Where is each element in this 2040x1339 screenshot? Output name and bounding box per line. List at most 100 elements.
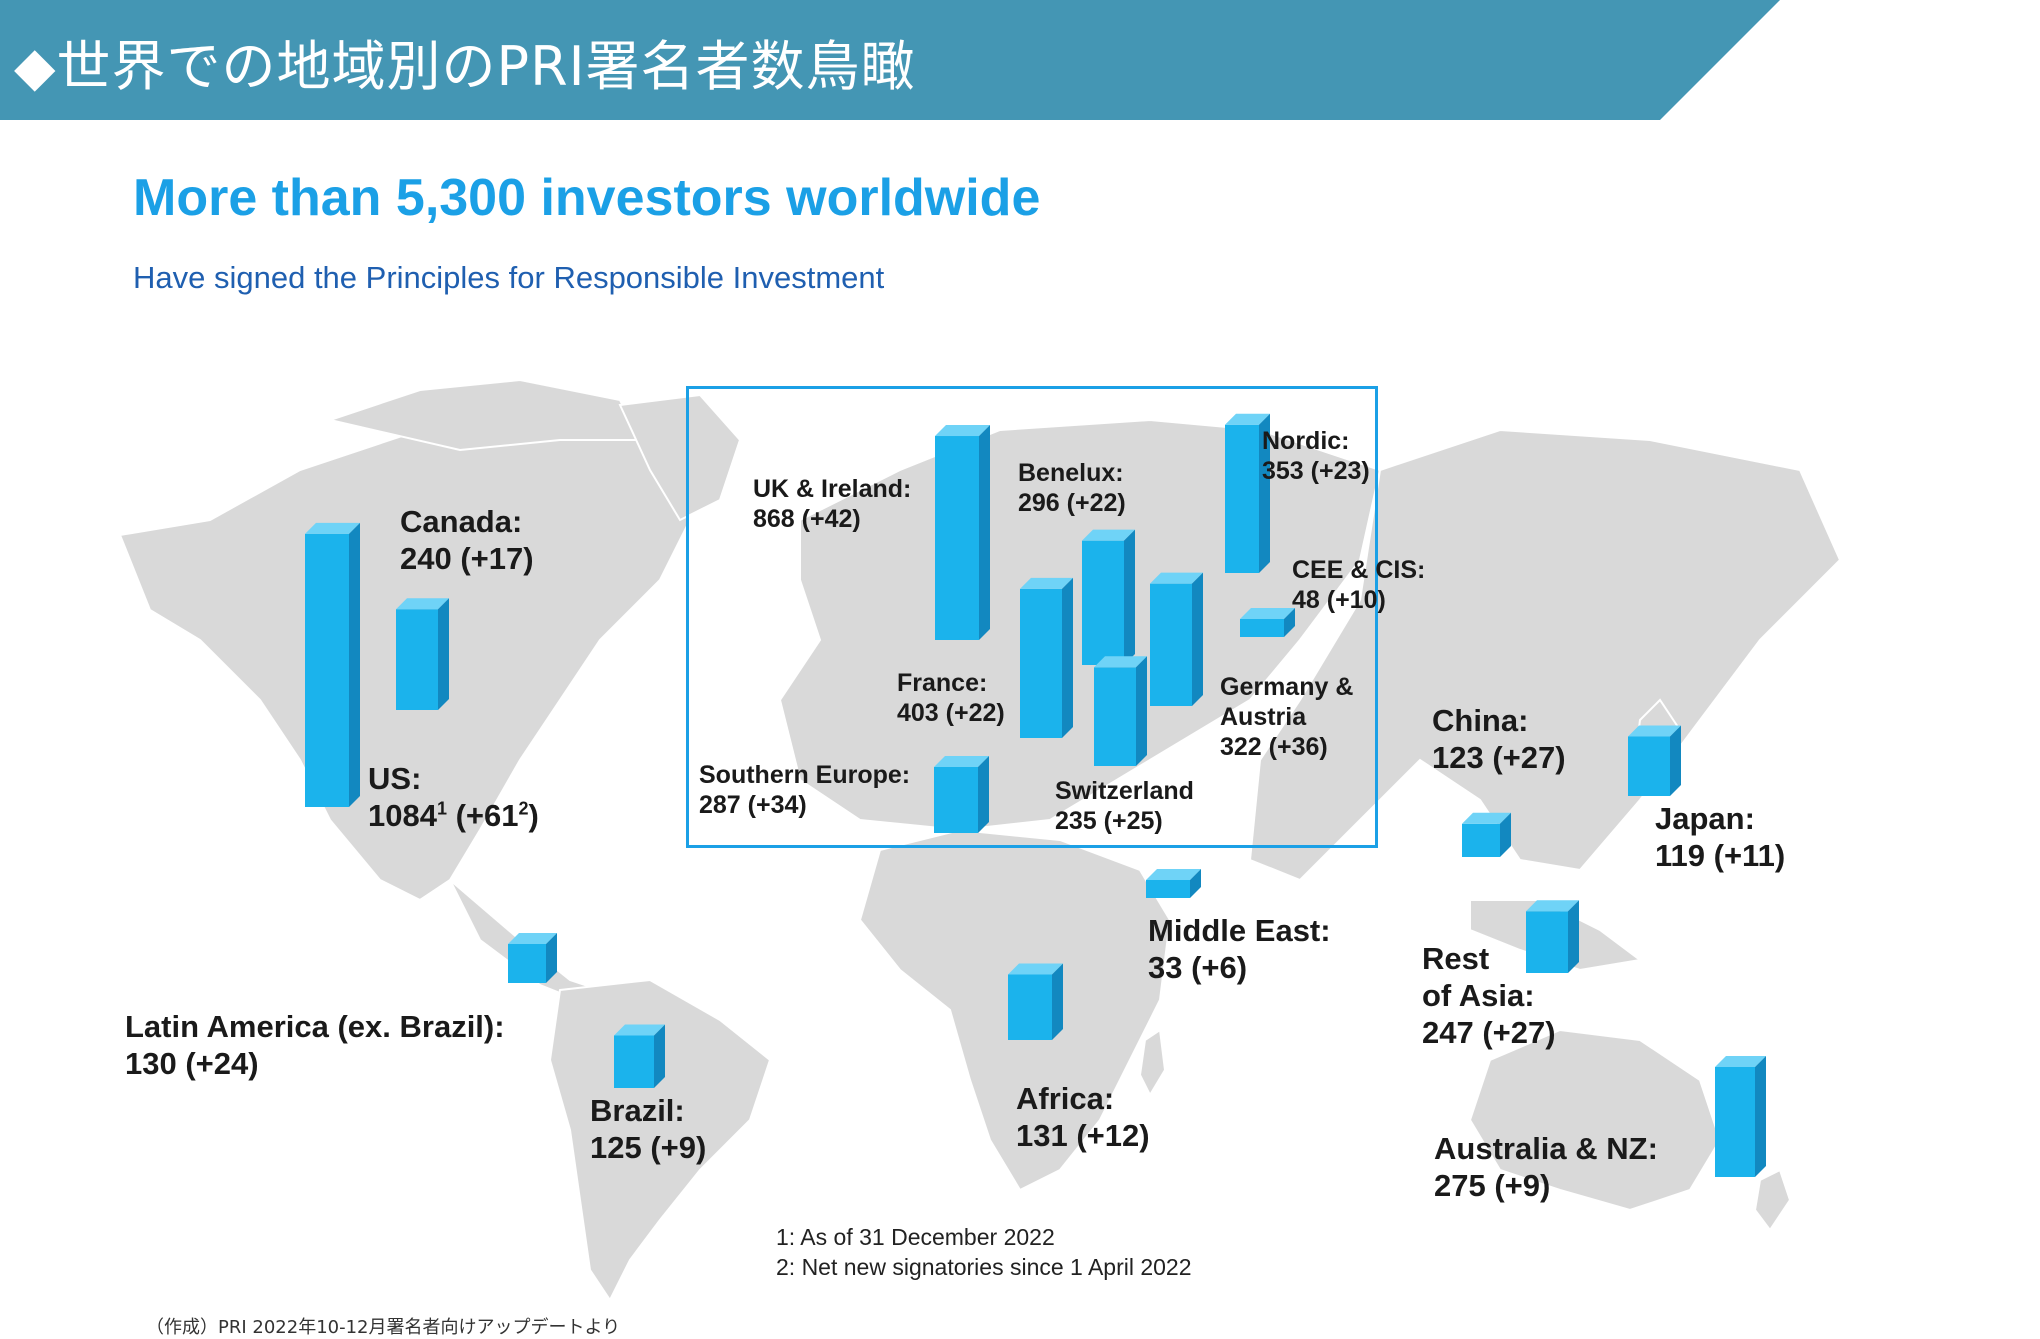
label-us-name: US: bbox=[368, 761, 422, 796]
bar-africa-front bbox=[1008, 974, 1052, 1040]
label-southern-value: 287 (+34) bbox=[699, 791, 807, 819]
bar-us-front bbox=[305, 533, 349, 807]
bar-benelux bbox=[1082, 529, 1135, 665]
bar-brazil-front bbox=[614, 1035, 654, 1088]
bar-france-side bbox=[1062, 577, 1073, 738]
footnote-2: 2: Net new signatories since 1 April 202… bbox=[776, 1254, 1192, 1280]
bar-africa-side bbox=[1052, 963, 1063, 1040]
bar-southern-top bbox=[934, 755, 989, 767]
bar-china bbox=[1462, 812, 1511, 857]
bar-africa bbox=[1008, 963, 1063, 1040]
banner-title: ◆世界での地域別のPRI署名者数鳥瞰 bbox=[14, 35, 916, 98]
label-brazil: Brazil: 125 (+9) bbox=[590, 1092, 706, 1166]
label-france-value: 403 (+22) bbox=[897, 699, 1005, 727]
label-latam-value: 130 (+24) bbox=[125, 1046, 259, 1082]
bar-france-front bbox=[1020, 588, 1062, 738]
label-germany-name-1: Germany & bbox=[1220, 673, 1354, 701]
label-france-name: France: bbox=[897, 669, 988, 697]
label-southern-name: Southern Europe: bbox=[699, 761, 911, 789]
label-benelux-name: Benelux: bbox=[1018, 459, 1124, 487]
label-nordic-value: 353 (+23) bbox=[1262, 457, 1370, 485]
bar-australia bbox=[1715, 1056, 1766, 1177]
label-uk-name: UK & Ireland: bbox=[753, 475, 912, 503]
label-cee-value: 48 (+10) bbox=[1292, 586, 1386, 614]
footnote-ref-1: 1 bbox=[436, 798, 447, 819]
bar-uk-side bbox=[979, 425, 990, 640]
bar-france-top bbox=[1020, 577, 1073, 589]
label-restasia-name-2: of Asia: bbox=[1422, 978, 1535, 1014]
source-note: （作成）PRI 2022年10-12月署名者向けアップデートより bbox=[146, 1317, 621, 1338]
bar-germany-front bbox=[1150, 583, 1192, 706]
bar-us bbox=[305, 522, 360, 807]
title-banner: ◆世界での地域別のPRI署名者数鳥瞰 bbox=[0, 0, 1780, 120]
bar-restasia-side bbox=[1568, 900, 1579, 973]
bar-africa-top bbox=[1008, 963, 1063, 975]
label-germany: Germany & Austria 322 (+36) bbox=[1220, 672, 1353, 762]
bar-japan-front bbox=[1628, 736, 1670, 796]
bar-restasia bbox=[1526, 900, 1579, 973]
bar-australia-top bbox=[1715, 1056, 1766, 1067]
arctic-islands bbox=[326, 378, 642, 452]
bar-middleeast bbox=[1146, 869, 1201, 898]
bar-latam-top bbox=[508, 933, 557, 944]
label-brazil-name: Brazil: bbox=[590, 1093, 685, 1128]
label-latam-name: Latin America (ex. Brazil): bbox=[125, 1009, 505, 1044]
label-uk: UK & Ireland: 868 (+42) bbox=[753, 474, 911, 534]
subheadline: Have signed the Principles for Responsib… bbox=[133, 260, 885, 295]
label-africa-name: Africa: bbox=[1016, 1081, 1115, 1116]
label-restasia-name-1: Rest bbox=[1422, 941, 1490, 976]
label-restasia-value: 247 (+27) bbox=[1422, 1015, 1556, 1051]
bar-latam-side bbox=[546, 933, 557, 983]
label-latam: Latin America (ex. Brazil): 130 (+24) bbox=[125, 1008, 505, 1082]
label-canada: Canada: 240 (+17) bbox=[400, 503, 534, 577]
label-cee: CEE & CIS: 48 (+10) bbox=[1292, 555, 1425, 615]
bar-southern bbox=[934, 755, 989, 833]
label-benelux: Benelux: 296 (+22) bbox=[1018, 458, 1126, 518]
bar-japan-side bbox=[1670, 725, 1681, 796]
label-southern-europe: Southern Europe: 287 (+34) bbox=[699, 760, 910, 820]
bar-germany-top bbox=[1150, 572, 1203, 584]
headline: More than 5,300 investors worldwide bbox=[133, 169, 1041, 227]
south-america-landmass bbox=[548, 978, 772, 1302]
bar-us-top bbox=[305, 522, 360, 534]
bar-china-front bbox=[1462, 823, 1500, 857]
bar-middleeast-side bbox=[1190, 869, 1201, 898]
bar-germany-side bbox=[1192, 572, 1203, 706]
bar-cee-side bbox=[1284, 608, 1295, 637]
label-australia-nz: Australia & NZ: 275 (+9) bbox=[1434, 1130, 1658, 1204]
bar-southern-side bbox=[978, 755, 989, 833]
bar-nordic-top bbox=[1225, 413, 1270, 425]
label-us-net: (+61 bbox=[446, 798, 519, 834]
bar-china-top bbox=[1462, 812, 1511, 824]
europe-inset-frame bbox=[686, 386, 1378, 848]
bar-canada-front bbox=[396, 609, 438, 710]
label-middle-east: Middle East: 33 (+6) bbox=[1148, 912, 1331, 986]
label-cee-name: CEE & CIS: bbox=[1292, 556, 1426, 584]
bar-germany bbox=[1150, 572, 1203, 706]
label-middleeast-name: Middle East: bbox=[1148, 913, 1331, 948]
label-germany-name-2: Austria bbox=[1220, 703, 1307, 731]
bar-nordic-side bbox=[1259, 413, 1270, 573]
bar-canada bbox=[396, 598, 449, 710]
bar-nordic-front bbox=[1225, 424, 1259, 573]
label-switzerland-value: 235 (+25) bbox=[1055, 807, 1163, 835]
label-switzerland-name: Switzerland bbox=[1055, 777, 1194, 805]
label-germany-value: 322 (+36) bbox=[1220, 733, 1328, 761]
label-canada-value: 240 (+17) bbox=[400, 541, 534, 577]
bar-japan bbox=[1628, 725, 1681, 796]
label-us-value: 10841 (+612) bbox=[368, 797, 539, 834]
bar-australia-side bbox=[1755, 1056, 1766, 1177]
bar-cee-front bbox=[1240, 619, 1284, 637]
label-china-value: 123 (+27) bbox=[1432, 740, 1566, 776]
bar-benelux-top bbox=[1082, 529, 1135, 541]
label-middleeast-value: 33 (+6) bbox=[1148, 950, 1248, 986]
label-us-count: 1084 bbox=[368, 798, 437, 834]
bar-middleeast-top bbox=[1146, 869, 1201, 880]
label-rest-of-asia: Rest of Asia: 247 (+27) bbox=[1422, 940, 1556, 1052]
label-brazil-value: 125 (+9) bbox=[590, 1130, 707, 1166]
bar-canada-top bbox=[396, 598, 449, 610]
label-canada-name: Canada: bbox=[400, 504, 523, 539]
bar-switzerland bbox=[1094, 656, 1147, 766]
bar-france bbox=[1020, 577, 1073, 738]
australia-landmass bbox=[1468, 1028, 1722, 1212]
